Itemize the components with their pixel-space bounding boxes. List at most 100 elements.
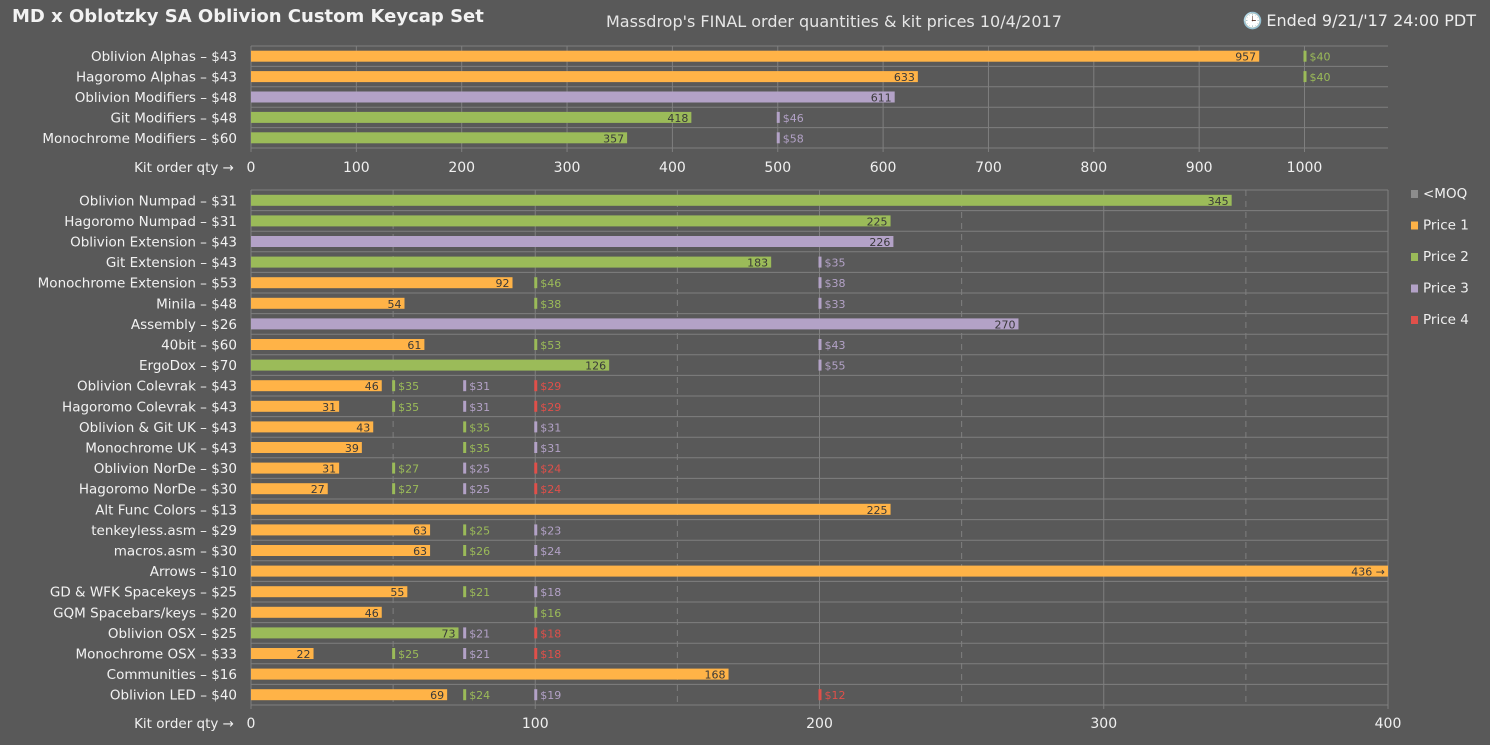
category-label: Monochrome Modifiers – $60: [42, 131, 237, 147]
price-threshold-marker: [534, 400, 538, 412]
price-threshold-label: $35: [825, 257, 846, 270]
chart-title: MD x Oblotzky SA Oblivion Custom Keycap …: [12, 6, 484, 27]
bar: [251, 50, 1260, 62]
x-tick-label: 300: [554, 160, 581, 176]
price-threshold-label: $35: [398, 380, 419, 393]
price-threshold-marker: [463, 462, 467, 474]
price-threshold-marker: [818, 689, 822, 701]
bar: [251, 132, 628, 144]
price-threshold-marker: [534, 586, 538, 598]
category-label: 40bit – $60: [161, 338, 237, 354]
chart-subtitle: Massdrop's FINAL order quantities & kit …: [606, 12, 1062, 31]
bar-value-label: 126: [585, 360, 606, 373]
x-tick-label: 200: [448, 160, 475, 176]
price-threshold-label: $12: [825, 689, 846, 702]
bar: [251, 339, 425, 350]
bar-value-label: 27: [311, 483, 325, 496]
bar: [251, 71, 918, 83]
bar: [251, 421, 374, 433]
price-threshold-marker: [392, 483, 396, 495]
bar-value-label: 22: [297, 648, 311, 661]
price-threshold-marker: [463, 442, 467, 453]
price-threshold-label: $21: [469, 627, 490, 640]
price-threshold-label: $27: [398, 483, 419, 496]
price-threshold-marker: [392, 380, 396, 392]
legend-swatch: [1411, 190, 1418, 198]
x-tick-label: 900: [1186, 160, 1213, 176]
category-label: Git Modifiers – $48: [110, 110, 237, 126]
x-tick-label: 0: [247, 160, 256, 176]
bar: [251, 689, 448, 701]
bar: [251, 565, 1388, 577]
bar: [251, 194, 1232, 206]
bar: [251, 400, 340, 412]
category-label: GD & WFK Spacekeys – $25: [50, 585, 237, 601]
price-threshold-marker: [392, 462, 396, 474]
category-label: Oblivion Numpad – $31: [79, 193, 237, 209]
price-threshold-marker: [534, 380, 538, 392]
price-threshold-marker: [534, 462, 538, 474]
legend-label: Price 1: [1423, 218, 1469, 234]
bar: [251, 111, 692, 123]
bar-value-label: 225: [867, 504, 888, 517]
bar: [251, 606, 382, 618]
category-label: Monochrome OSX – $33: [75, 647, 237, 663]
price-threshold-label: $31: [469, 401, 490, 414]
price-threshold-label: $25: [469, 463, 490, 476]
price-threshold-label: $16: [540, 607, 561, 620]
bar-value-label: 418: [667, 112, 688, 125]
price-threshold-label: $31: [540, 421, 561, 434]
price-threshold-label: $18: [540, 648, 561, 661]
bar-value-label: 225: [867, 215, 888, 228]
price-threshold-label: $18: [540, 586, 561, 599]
price-threshold-label: $46: [540, 277, 561, 290]
price-threshold-marker: [534, 442, 538, 453]
bar: [251, 668, 729, 680]
category-label: GQM Spacebars/keys – $20: [53, 605, 237, 621]
price-threshold-marker: [534, 421, 538, 433]
category-label: Communities – $16: [107, 667, 237, 683]
price-threshold-marker: [818, 297, 822, 309]
bar-value-label: 39: [345, 442, 359, 455]
category-label: Oblivion NorDe – $30: [94, 461, 237, 477]
x-tick-label: 600: [870, 160, 897, 176]
x-tick-label: 200: [806, 716, 833, 732]
bar-value-label: 183: [747, 257, 768, 270]
price-threshold-marker: [776, 132, 780, 144]
bar-value-label: 436 →: [1351, 566, 1385, 579]
price-threshold-label: $40: [1310, 51, 1331, 64]
price-threshold-marker: [534, 689, 538, 701]
x-tick-label: 400: [659, 160, 686, 176]
price-threshold-marker: [818, 359, 822, 371]
x-tick-label: 400: [1375, 716, 1402, 732]
price-threshold-marker: [463, 545, 467, 556]
clock-icon: 🕒: [1242, 11, 1263, 30]
x-tick-label: 1000: [1287, 160, 1323, 176]
bar-value-label: 611: [871, 92, 892, 105]
price-threshold-label: $18: [540, 627, 561, 640]
legend-label: Price 3: [1423, 281, 1469, 297]
price-threshold-marker: [1303, 71, 1307, 83]
category-label: Alt Func Colors – $13: [95, 502, 237, 518]
legend-swatch: [1411, 316, 1418, 324]
category-label: Arrows – $10: [150, 564, 237, 580]
category-label: Hagoromo Numpad – $31: [64, 214, 237, 230]
x-axis-label: Kit order qty →: [134, 160, 234, 176]
legend-label: Price 4: [1423, 312, 1469, 328]
x-tick-label: 700: [975, 160, 1002, 176]
bar-value-label: 54: [387, 298, 401, 311]
price-threshold-label: $38: [540, 298, 561, 311]
bar-value-label: 43: [356, 421, 370, 434]
category-label: Minila – $48: [156, 296, 237, 312]
price-threshold-label: $24: [540, 545, 561, 558]
category-label: ErgoDox – $70: [139, 358, 237, 374]
price-threshold-label: $55: [825, 360, 846, 373]
price-threshold-marker: [463, 648, 467, 659]
price-threshold-label: $21: [469, 586, 490, 599]
bar-value-label: 92: [496, 277, 510, 290]
category-label: Git Extension – $43: [106, 255, 237, 271]
category-label: Oblivion LED – $40: [110, 688, 237, 704]
bar-value-label: 345: [1208, 195, 1229, 208]
price-threshold-label: $29: [540, 380, 561, 393]
